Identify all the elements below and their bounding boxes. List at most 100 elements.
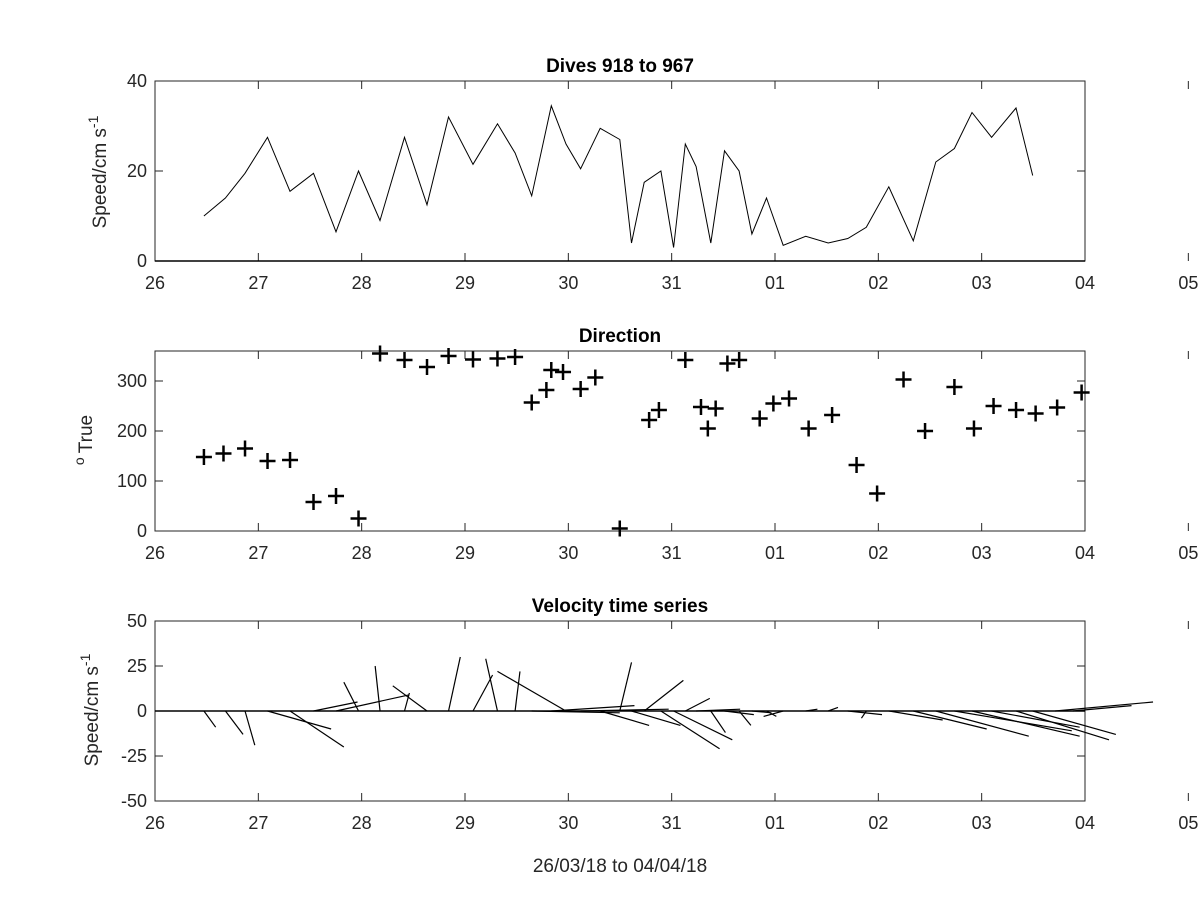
x-tick-label: 30 bbox=[558, 543, 578, 563]
direction-point bbox=[396, 352, 413, 368]
y-tick-label: 50 bbox=[127, 611, 147, 631]
direction-point bbox=[641, 412, 658, 428]
velocity-ylabel: Speed/cm s-1 bbox=[77, 653, 103, 766]
velocity-stick bbox=[1032, 710, 1117, 735]
direction-point bbox=[305, 494, 322, 510]
x-tick-label: 28 bbox=[352, 543, 372, 563]
velocity-stick bbox=[619, 662, 633, 712]
direction-point bbox=[259, 453, 276, 469]
x-tick-label: 26 bbox=[145, 273, 165, 293]
x-tick-label: 03 bbox=[972, 273, 992, 293]
direction-point bbox=[465, 351, 482, 368]
direction-point bbox=[765, 395, 782, 412]
direction-point bbox=[650, 402, 667, 418]
direction-point bbox=[731, 352, 748, 368]
direction-point bbox=[543, 362, 560, 378]
direction-panel: Direction oTrue 26 27 28 29 30 31 01 02 03 04 05 0 1… bbox=[71, 326, 1198, 563]
x-tick-label: 27 bbox=[248, 813, 268, 833]
x-tick-label: 02 bbox=[868, 273, 888, 293]
x-tick-label: 29 bbox=[455, 273, 475, 293]
velocity-stick bbox=[685, 697, 711, 712]
x-tick-label: 26 bbox=[145, 543, 165, 563]
velocity-stick bbox=[580, 708, 669, 712]
direction-point bbox=[195, 449, 212, 465]
x-tick-label: 02 bbox=[868, 543, 888, 563]
x-tick-label: 03 bbox=[972, 813, 992, 833]
x-tick-label: 28 bbox=[352, 273, 372, 293]
velocity-stick bbox=[392, 685, 428, 712]
speed-chart-title: Dives 918 to 967 bbox=[546, 56, 694, 77]
direction-point bbox=[895, 371, 912, 388]
x-tick-label: 26 bbox=[145, 813, 165, 833]
speed-ylabel: Speed/cm s-1 bbox=[85, 115, 111, 228]
direction-point bbox=[1027, 405, 1044, 422]
direction-point bbox=[781, 390, 798, 407]
velocity-stick bbox=[673, 710, 733, 741]
speed-panel: Dives 918 to 967 Speed/cm s-1 26 27 28 29 30… bbox=[85, 56, 1198, 293]
velocity-stick bbox=[1055, 701, 1154, 712]
velocity-chart-title: Velocity time series bbox=[532, 596, 708, 617]
direction-point bbox=[824, 407, 841, 423]
x-tick-label: 29 bbox=[455, 543, 475, 563]
velocity-stick bbox=[763, 710, 784, 717]
direction-point bbox=[707, 400, 724, 417]
velocity-stick bbox=[935, 710, 1029, 737]
x-tick-label: 30 bbox=[558, 273, 578, 293]
velocity-stick bbox=[643, 679, 684, 712]
y-tick-label: 20 bbox=[127, 161, 147, 181]
direction-point bbox=[677, 352, 694, 368]
velocity-stick bbox=[485, 658, 499, 712]
y-tick-label: 0 bbox=[137, 521, 147, 541]
velocity-stick bbox=[244, 710, 256, 746]
velocity-stick bbox=[514, 671, 521, 712]
velocity-stick bbox=[224, 710, 244, 735]
velocity-xlabel: 26/03/18 to 04/04/18 bbox=[533, 856, 707, 877]
speed-series-line bbox=[203, 104, 1034, 248]
direction-point bbox=[328, 488, 345, 504]
direction-point bbox=[985, 398, 1002, 414]
y-tick-label: 0 bbox=[137, 701, 147, 721]
velocity-ylabel-exponent: -1 bbox=[77, 653, 93, 666]
y-tick-label: 200 bbox=[117, 421, 147, 441]
velocity-stick bbox=[827, 706, 839, 712]
x-tick-label: 04 bbox=[1075, 273, 1095, 293]
velocity-stick bbox=[738, 710, 752, 726]
velocity-stick bbox=[971, 710, 1080, 737]
speed-ylabel-exponent: -1 bbox=[85, 115, 101, 128]
direction-point bbox=[1049, 399, 1066, 416]
x-tick-label: 01 bbox=[765, 543, 785, 563]
velocity-stick bbox=[447, 656, 461, 712]
x-tick-label: 30 bbox=[558, 813, 578, 833]
direction-ylabel: oTrue bbox=[71, 415, 97, 465]
direction-point bbox=[848, 457, 865, 473]
velocity-stick bbox=[805, 708, 818, 712]
velocity-stick bbox=[343, 681, 360, 712]
direction-point bbox=[1073, 384, 1090, 401]
velocity-stick bbox=[600, 710, 650, 726]
velocity-stick bbox=[1072, 705, 1132, 712]
direction-point bbox=[572, 381, 589, 397]
velocity-panel: Velocity time series Speed/cm s-1 26/03/… bbox=[77, 596, 1198, 877]
y-tick-label: 100 bbox=[117, 471, 147, 491]
x-tick-label: 04 bbox=[1075, 813, 1095, 833]
velocity-stick bbox=[289, 710, 345, 748]
x-tick-label: 02 bbox=[868, 813, 888, 833]
velocity-stick bbox=[710, 710, 726, 733]
direction-chart-title: Direction bbox=[579, 326, 661, 347]
velocity-stick bbox=[472, 674, 494, 712]
direction-point bbox=[800, 420, 817, 437]
direction-point bbox=[1008, 402, 1025, 418]
y-tick-label: 40 bbox=[127, 71, 147, 91]
velocity-stick bbox=[313, 701, 358, 712]
x-tick-label: 01 bbox=[765, 273, 785, 293]
direction-point bbox=[692, 399, 709, 415]
direction-point bbox=[507, 349, 524, 365]
direction-point bbox=[719, 355, 736, 372]
velocity-stick bbox=[631, 710, 681, 726]
y-tick-label: 0 bbox=[137, 251, 147, 271]
direction-point bbox=[538, 382, 555, 398]
x-tick-label: 27 bbox=[248, 273, 268, 293]
velocity-stick bbox=[267, 710, 332, 730]
velocity-stick bbox=[991, 710, 1080, 728]
